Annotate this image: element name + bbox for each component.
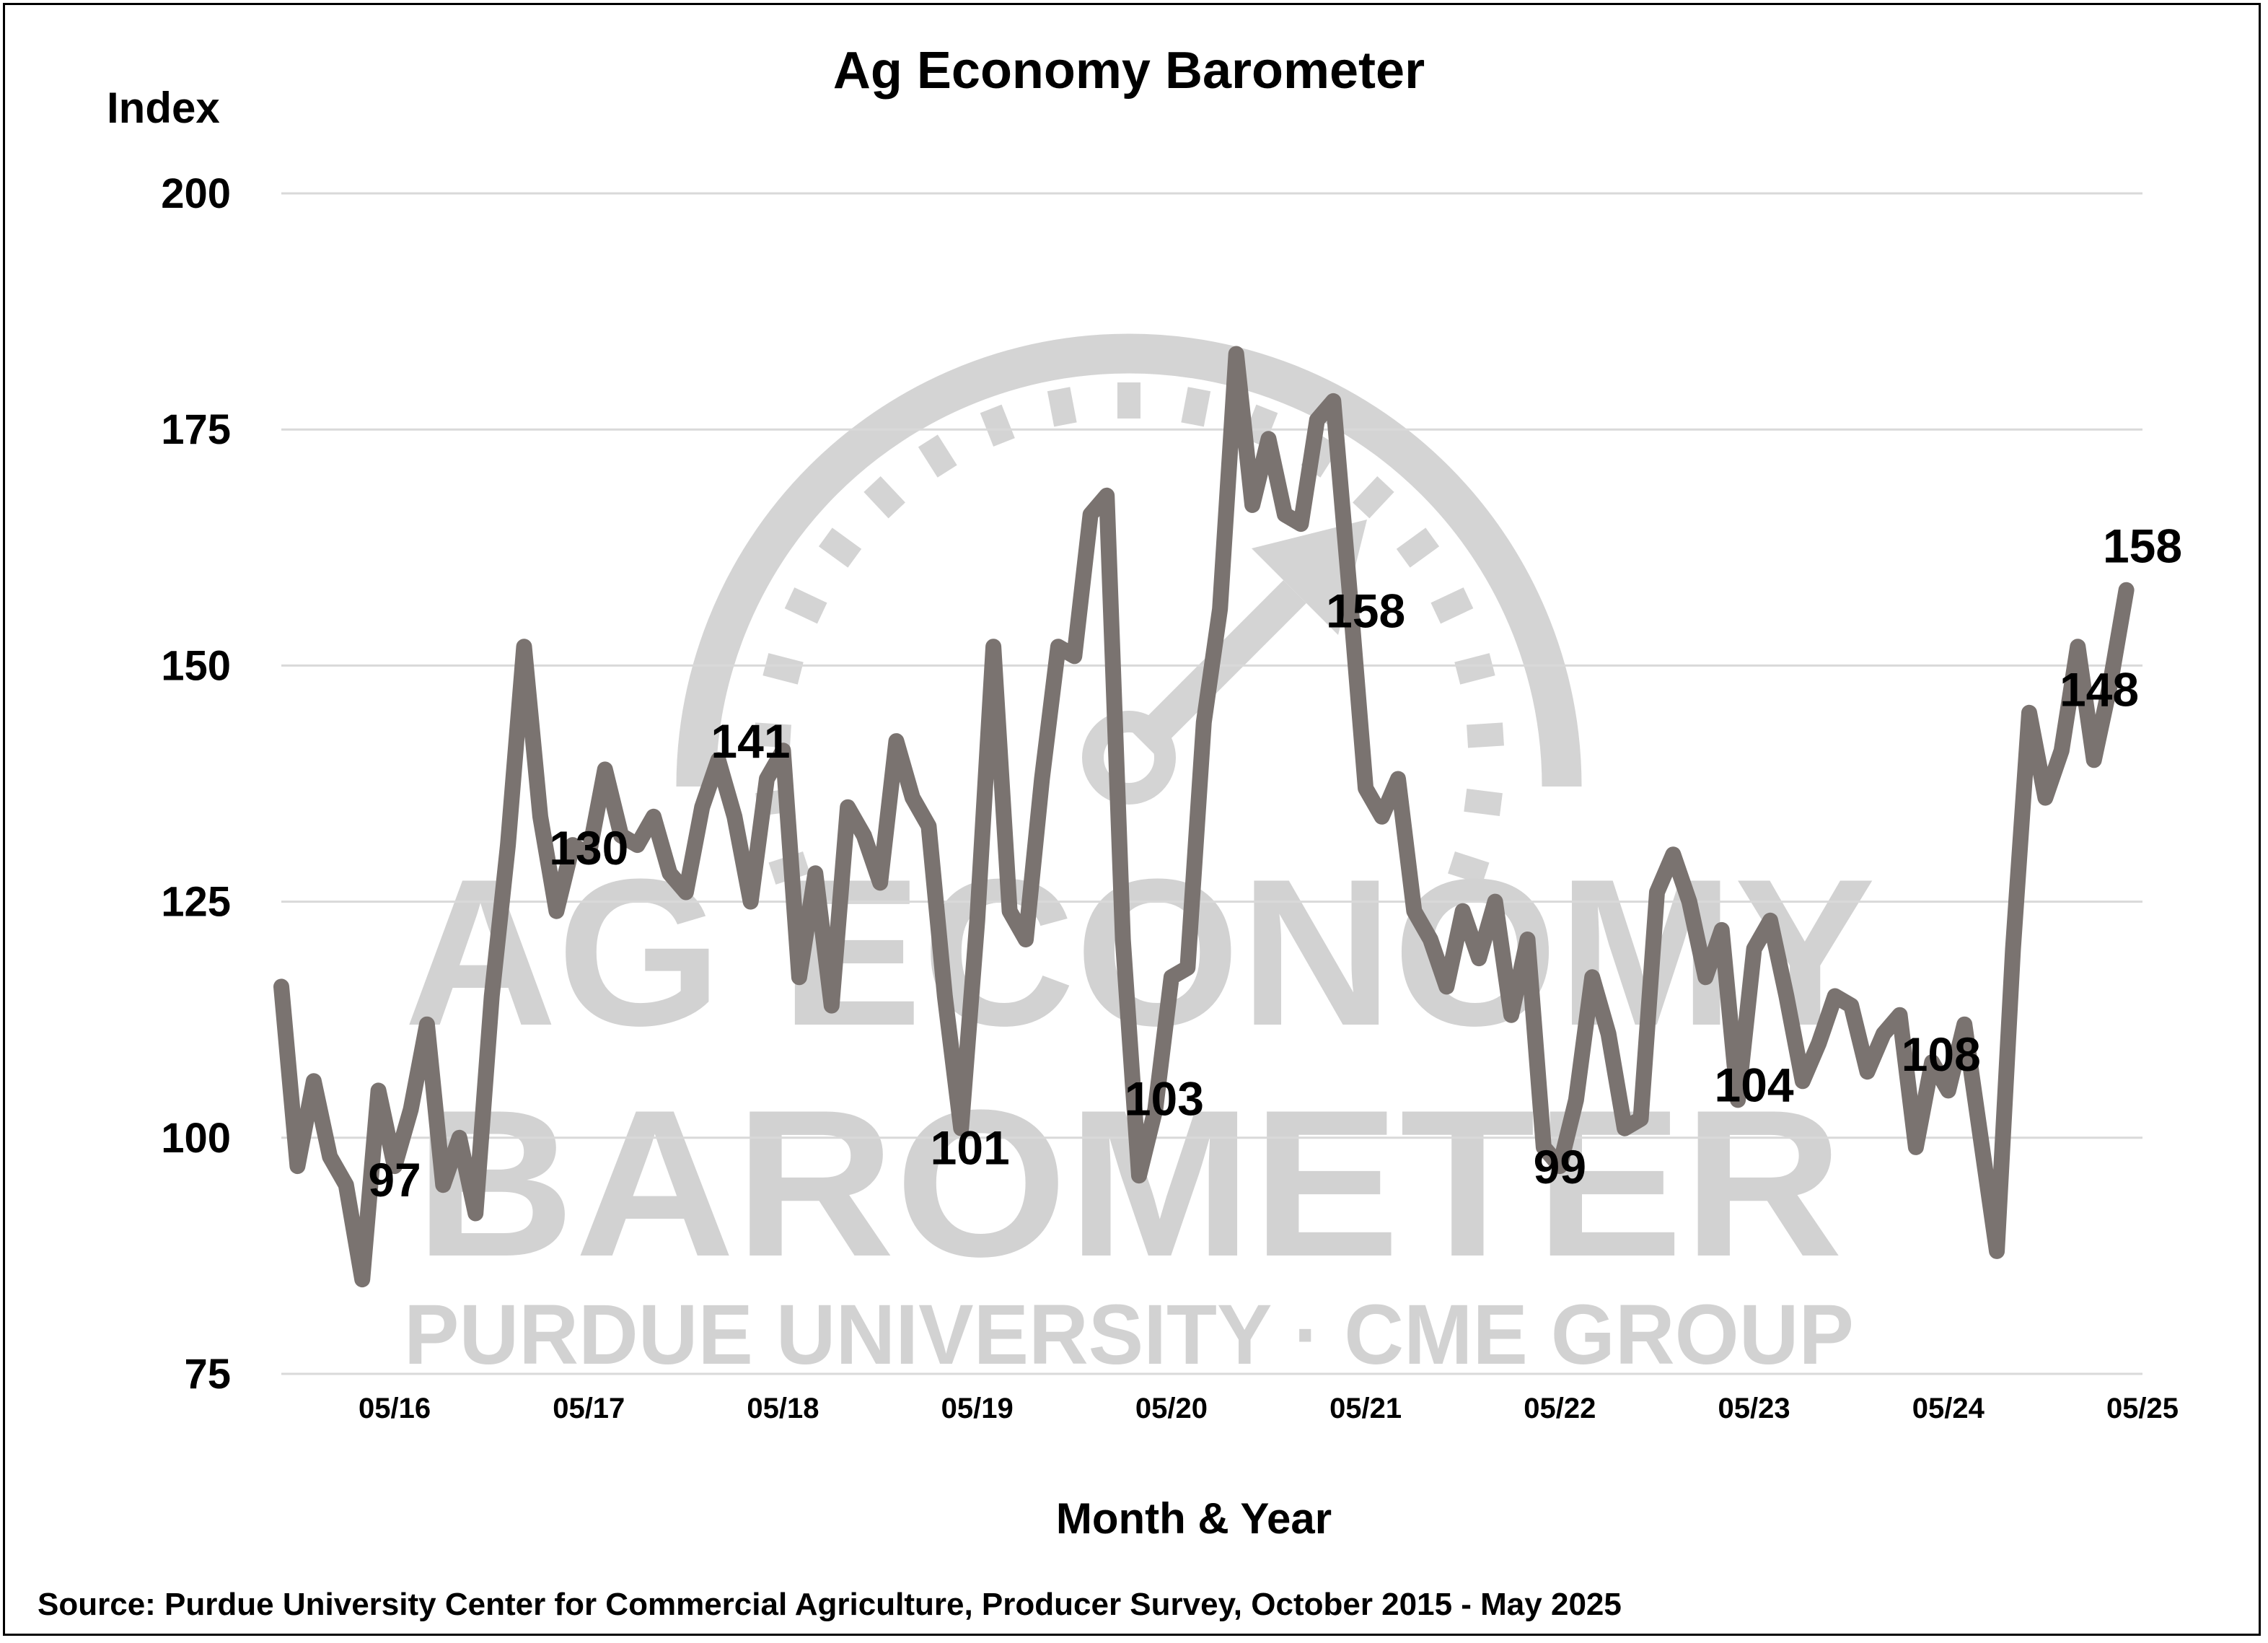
gauge-tick [980,404,1015,447]
x-tick-label: 05/17 [553,1393,625,1424]
chart-title: Ag Economy Barometer [833,42,1425,100]
gauge-icon [676,333,1582,885]
data-labels: 97 130 141 101 103 158 99 104 108 148 158 [368,520,2182,1206]
watermark-line-3: PURDUE UNIVERSITY · CME GROUP [404,1287,1854,1383]
chart-frame [3,3,2261,1636]
y-tick-label: 100 [161,1115,231,1162]
data-label: 103 [1125,1072,1204,1126]
x-tick-label: 05/19 [941,1393,1014,1424]
data-label: 101 [931,1121,1010,1175]
x-axis-label: Month & Year [1056,1494,1332,1543]
gauge-tick [1047,387,1077,427]
gauge-tick [1430,587,1474,624]
data-label: 158 [1326,584,1405,638]
x-tick-label: 05/18 [747,1393,819,1424]
watermark-line-1: AG ECONOMY [404,836,1876,1069]
x-tick-label: 05/21 [1329,1393,1402,1424]
y-axis-ticks: 75 100 125 150 175 200 [161,170,231,1398]
y-tick-label: 75 [184,1351,231,1398]
data-label: 148 [2060,663,2139,717]
gauge-tick [1181,387,1211,427]
y-tick-label: 150 [161,642,231,689]
gauge-tick [1448,851,1490,885]
data-label: 104 [1715,1058,1794,1111]
gauge-tick [1464,789,1503,817]
gauge-tick [918,434,957,478]
data-label: 141 [711,714,790,768]
series-group [273,346,2135,1288]
gauge-tick [818,527,862,568]
x-tick-label: 05/23 [1718,1393,1790,1424]
gauge-tick [784,587,827,624]
data-label: 108 [1902,1028,1981,1081]
source-note: Source: Purdue University Center for Com… [38,1587,1622,1622]
gauge-tick [754,722,791,748]
x-axis-ticks: 05/16 05/17 05/18 05/19 05/20 05/21 05/22 05/23… [359,1393,2179,1424]
y-tick-label: 175 [161,406,231,453]
gauge-tick [1396,527,1440,568]
gauge-tick [1353,476,1394,519]
y-axis-label: Index [107,84,220,132]
data-label: 97 [368,1153,421,1206]
x-tick-label: 05/25 [2106,1393,2179,1424]
data-label: 99 [1534,1140,1586,1193]
gauge-tick [863,476,905,519]
gauge-arc [676,333,1582,787]
gauge-tick [1467,722,1504,748]
x-tick-label: 05/16 [359,1393,431,1424]
series-line-0 [273,346,2135,1288]
data-label: 130 [549,821,628,875]
x-tick-label: 05/24 [1912,1393,1985,1424]
gauge-tick [1243,404,1278,447]
y-tick-label: 200 [161,170,231,217]
watermark: AG ECONOMY BAROMETER PURDUE UNIVERSITY ·… [404,333,1876,1383]
x-tick-label: 05/20 [1135,1393,1208,1424]
data-label: 158 [2103,520,2182,573]
gauge-hub [1082,711,1176,805]
y-tick-label: 125 [161,879,231,926]
x-tick-label: 05/22 [1524,1393,1596,1424]
